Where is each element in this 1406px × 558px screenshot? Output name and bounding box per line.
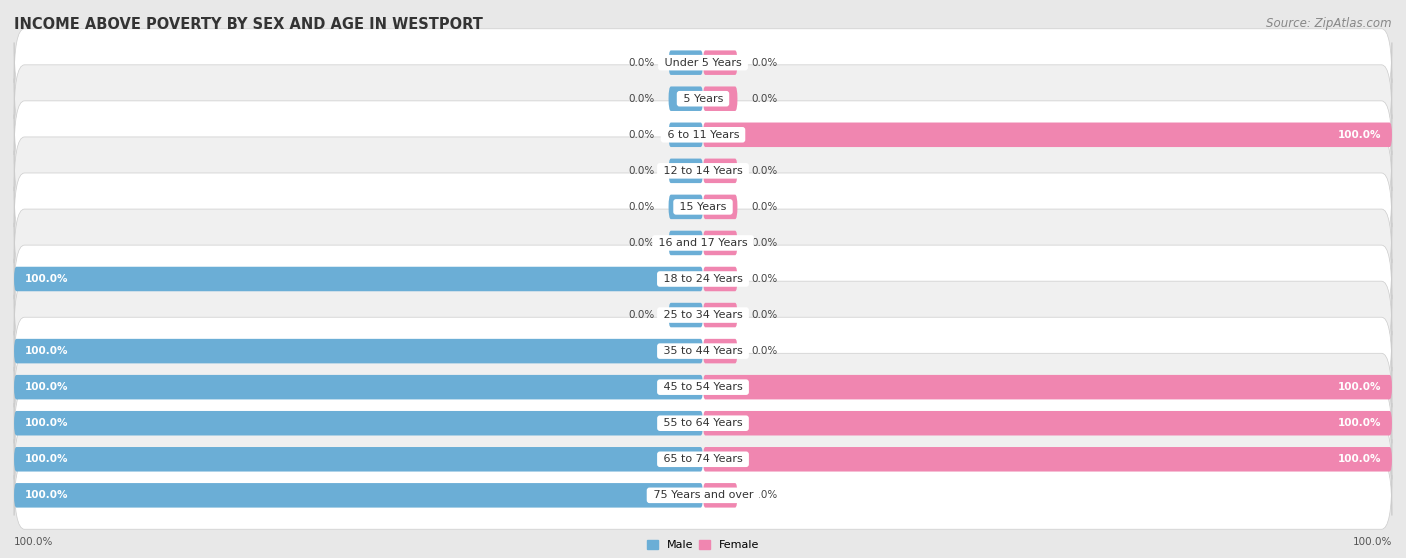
Text: 0.0%: 0.0% (751, 94, 778, 104)
Text: 0.0%: 0.0% (751, 490, 778, 501)
Text: 5 Years: 5 Years (679, 94, 727, 104)
FancyBboxPatch shape (14, 317, 1392, 385)
Text: 100.0%: 100.0% (24, 490, 67, 501)
FancyBboxPatch shape (703, 50, 738, 75)
Text: 100.0%: 100.0% (1339, 418, 1382, 428)
Text: 25 to 34 Years: 25 to 34 Years (659, 310, 747, 320)
Text: 0.0%: 0.0% (751, 166, 778, 176)
FancyBboxPatch shape (703, 86, 738, 111)
FancyBboxPatch shape (14, 353, 1392, 421)
Text: 100.0%: 100.0% (24, 382, 67, 392)
Text: 0.0%: 0.0% (751, 202, 778, 212)
FancyBboxPatch shape (669, 86, 703, 111)
Text: 65 to 74 Years: 65 to 74 Years (659, 454, 747, 464)
Text: 100.0%: 100.0% (14, 537, 53, 547)
FancyBboxPatch shape (14, 411, 703, 435)
FancyBboxPatch shape (14, 389, 1392, 457)
FancyBboxPatch shape (14, 447, 703, 472)
FancyBboxPatch shape (14, 425, 1392, 493)
Text: 0.0%: 0.0% (628, 57, 655, 68)
FancyBboxPatch shape (703, 123, 1392, 147)
Text: Under 5 Years: Under 5 Years (661, 57, 745, 68)
FancyBboxPatch shape (703, 375, 1392, 400)
Text: 0.0%: 0.0% (628, 310, 655, 320)
Text: 45 to 54 Years: 45 to 54 Years (659, 382, 747, 392)
Text: 55 to 64 Years: 55 to 64 Years (659, 418, 747, 428)
FancyBboxPatch shape (14, 245, 1392, 313)
Text: 18 to 24 Years: 18 to 24 Years (659, 274, 747, 284)
FancyBboxPatch shape (669, 158, 703, 183)
FancyBboxPatch shape (14, 281, 1392, 349)
FancyBboxPatch shape (14, 267, 703, 291)
Text: 100.0%: 100.0% (24, 454, 67, 464)
Text: 0.0%: 0.0% (628, 238, 655, 248)
Text: 0.0%: 0.0% (751, 310, 778, 320)
FancyBboxPatch shape (703, 303, 738, 328)
FancyBboxPatch shape (14, 137, 1392, 205)
FancyBboxPatch shape (14, 375, 703, 400)
Text: 0.0%: 0.0% (628, 202, 655, 212)
Text: Source: ZipAtlas.com: Source: ZipAtlas.com (1267, 17, 1392, 30)
Text: 16 and 17 Years: 16 and 17 Years (655, 238, 751, 248)
Text: 0.0%: 0.0% (751, 346, 778, 356)
Text: 12 to 14 Years: 12 to 14 Years (659, 166, 747, 176)
Text: 100.0%: 100.0% (1339, 454, 1382, 464)
FancyBboxPatch shape (14, 65, 1392, 133)
FancyBboxPatch shape (703, 158, 738, 183)
Text: 0.0%: 0.0% (628, 94, 655, 104)
Text: 0.0%: 0.0% (628, 130, 655, 140)
Text: 100.0%: 100.0% (24, 274, 67, 284)
FancyBboxPatch shape (703, 230, 738, 255)
Text: 100.0%: 100.0% (1353, 537, 1392, 547)
FancyBboxPatch shape (14, 101, 1392, 169)
FancyBboxPatch shape (703, 447, 1392, 472)
Text: 100.0%: 100.0% (24, 346, 67, 356)
FancyBboxPatch shape (669, 123, 703, 147)
Text: 0.0%: 0.0% (751, 238, 778, 248)
FancyBboxPatch shape (669, 230, 703, 255)
FancyBboxPatch shape (14, 339, 703, 363)
FancyBboxPatch shape (14, 483, 703, 508)
FancyBboxPatch shape (703, 411, 1392, 435)
Text: 0.0%: 0.0% (628, 166, 655, 176)
FancyBboxPatch shape (14, 29, 1392, 97)
Text: 15 Years: 15 Years (676, 202, 730, 212)
Text: 6 to 11 Years: 6 to 11 Years (664, 130, 742, 140)
FancyBboxPatch shape (14, 173, 1392, 241)
Text: 100.0%: 100.0% (1339, 130, 1382, 140)
Text: 75 Years and over: 75 Years and over (650, 490, 756, 501)
FancyBboxPatch shape (703, 267, 738, 291)
FancyBboxPatch shape (703, 483, 738, 508)
FancyBboxPatch shape (703, 339, 738, 363)
Text: 100.0%: 100.0% (24, 418, 67, 428)
Text: 0.0%: 0.0% (751, 57, 778, 68)
FancyBboxPatch shape (14, 209, 1392, 277)
Text: INCOME ABOVE POVERTY BY SEX AND AGE IN WESTPORT: INCOME ABOVE POVERTY BY SEX AND AGE IN W… (14, 17, 482, 32)
FancyBboxPatch shape (669, 303, 703, 328)
Legend: Male, Female: Male, Female (643, 536, 763, 555)
FancyBboxPatch shape (669, 50, 703, 75)
Text: 100.0%: 100.0% (1339, 382, 1382, 392)
FancyBboxPatch shape (14, 461, 1392, 529)
FancyBboxPatch shape (703, 195, 738, 219)
FancyBboxPatch shape (669, 195, 703, 219)
Text: 0.0%: 0.0% (751, 274, 778, 284)
Text: 35 to 44 Years: 35 to 44 Years (659, 346, 747, 356)
